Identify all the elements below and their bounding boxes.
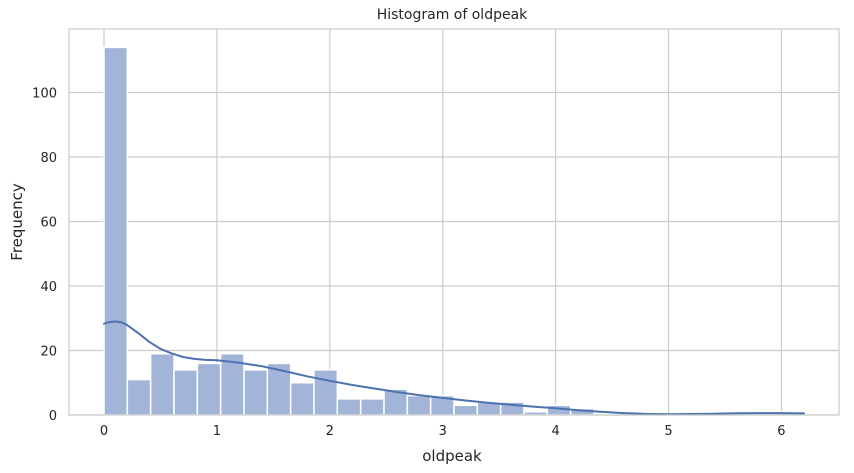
histogram-bar [196, 362, 222, 416]
histogram-bar [243, 369, 269, 416]
histogram-bar [289, 382, 315, 416]
x-tick-label: 1 [213, 424, 221, 439]
y-tick-label: 100 [32, 87, 57, 102]
kde-line [103, 320, 805, 416]
y-tick-label: 20 [40, 345, 57, 360]
histogram-bar [173, 369, 199, 416]
x-tick-label: 2 [326, 424, 334, 439]
histogram-bar [406, 394, 432, 416]
histogram-bar [359, 398, 385, 416]
histogram-bar [149, 352, 175, 416]
histogram-bar [336, 398, 362, 416]
y-tick-label: 40 [40, 280, 57, 295]
x-tick-label: 3 [439, 424, 447, 439]
x-tick-label: 5 [664, 424, 672, 439]
histogram-bar [103, 46, 129, 416]
y-tick-label: 0 [49, 409, 57, 424]
x-axis-title: oldpeak [422, 447, 482, 465]
y-axis-title: Frequency [8, 183, 26, 261]
histogram-bar [126, 378, 152, 416]
y-tick-label: 80 [40, 151, 57, 166]
plot-border [68, 28, 840, 416]
chart-title: Histogram of oldpeak [377, 7, 528, 23]
kde-curve-group [103, 320, 805, 416]
x-tick-label: 4 [551, 424, 559, 439]
y-tick-labels: 0 20 40 60 80 100 [32, 87, 57, 424]
histogram-bar [453, 404, 479, 416]
x-tick-label: 0 [100, 424, 108, 439]
y-tick-label: 60 [40, 216, 57, 231]
x-tick-labels: 0 1 2 3 4 5 6 [100, 424, 786, 439]
x-tick-label: 6 [777, 424, 785, 439]
histogram-bar [313, 369, 339, 416]
